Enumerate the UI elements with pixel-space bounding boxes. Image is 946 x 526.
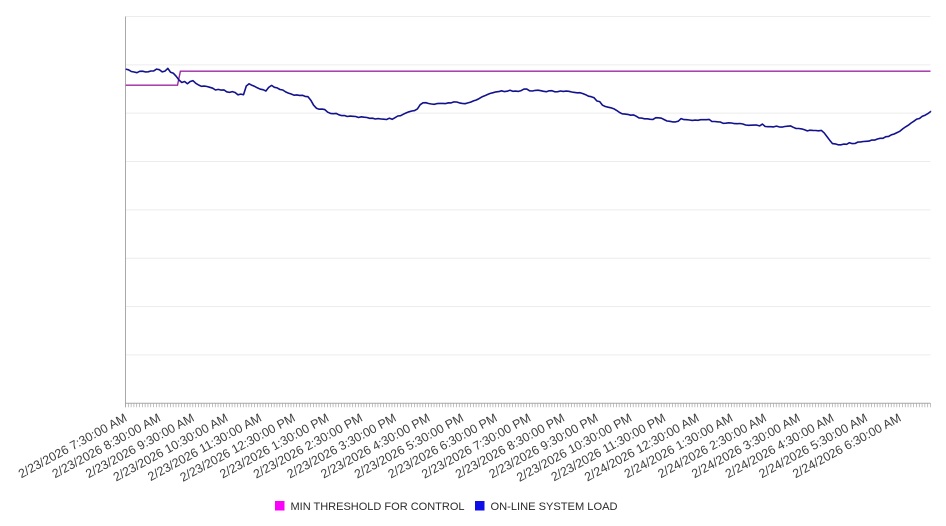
- svg-text:MIN THRESHOLD FOR CONTROL: MIN THRESHOLD FOR CONTROL: [291, 501, 465, 513]
- svg-text:ON-LINE SYSTEM LOAD: ON-LINE SYSTEM LOAD: [491, 501, 618, 513]
